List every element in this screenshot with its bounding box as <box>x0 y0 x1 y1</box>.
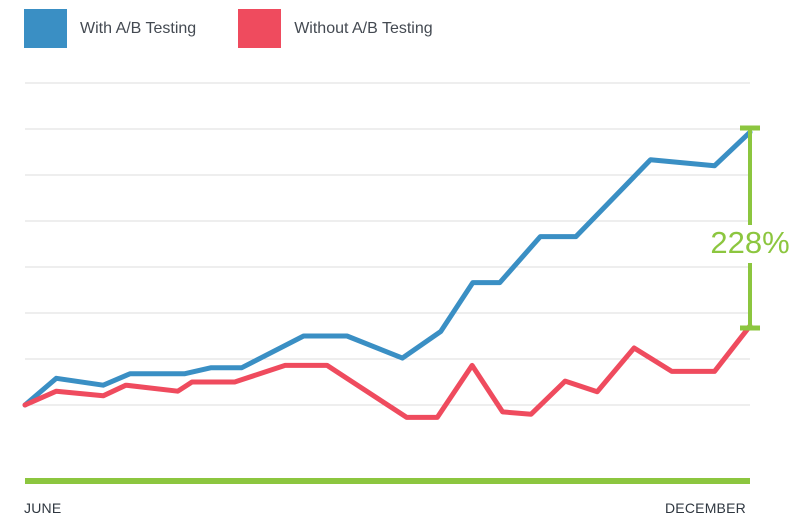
x-axis-end-label: DECEMBER <box>665 500 746 516</box>
legend-swatch-without-ab-testing <box>238 9 282 48</box>
legend-swatch-with-ab-testing <box>24 9 67 48</box>
legend-label-with-ab-testing: With A/B Testing <box>80 19 197 37</box>
legend-item-without-ab-testing: Without A/B Testing <box>238 9 433 48</box>
chart-legend: With A/B Testing Without A/B Testing <box>24 9 475 48</box>
legend-label-without-ab-testing: Without A/B Testing <box>294 19 433 37</box>
legend-item-with-ab-testing: With A/B Testing <box>24 9 196 48</box>
series-line-without-ab-testing <box>22 323 753 420</box>
series-line-with-ab-testing <box>22 129 753 408</box>
gap-annotation-label: 228% <box>710 225 789 260</box>
x-axis-start-label: JUNE <box>24 500 62 516</box>
